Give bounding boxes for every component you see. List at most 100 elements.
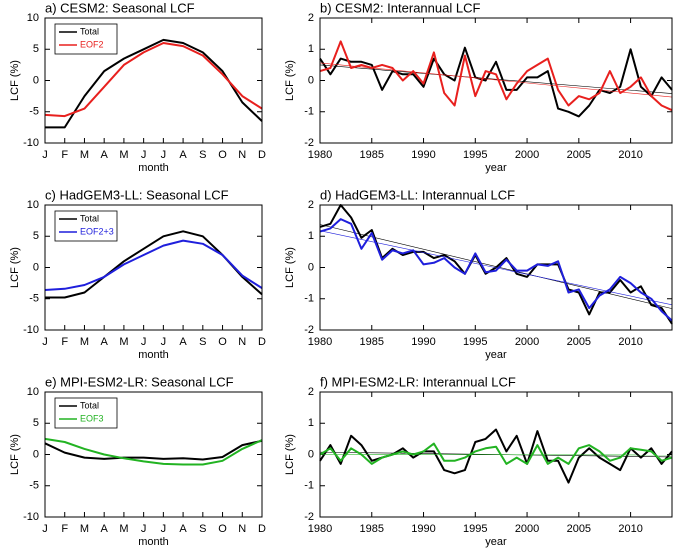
x-axis-label: year — [485, 536, 507, 548]
trend-line — [319, 230, 673, 306]
x-tick-label: 1980 — [308, 336, 332, 348]
x-tick-label: D — [258, 336, 266, 348]
x-tick-label: 2000 — [515, 336, 539, 348]
y-axis-label: LCF (%) — [284, 434, 296, 475]
x-tick-label: 1990 — [411, 523, 435, 535]
legend-box — [54, 210, 118, 242]
x-axis-label: year — [485, 162, 507, 174]
series-line — [319, 40, 673, 112]
x-tick-label: 2005 — [567, 149, 591, 161]
y-tick-label: 0 — [33, 448, 39, 460]
y-tick-label: -2 — [304, 324, 314, 336]
x-tick-label: D — [258, 149, 266, 161]
y-axis-label: LCF (%) — [9, 434, 21, 475]
x-tick-label: J — [141, 523, 147, 535]
y-tick-label: 2 — [308, 199, 314, 211]
plot-frame — [44, 204, 263, 331]
plot-frame — [44, 17, 263, 144]
x-tick-label: M — [119, 336, 128, 348]
y-axis-label: LCF (%) — [9, 60, 21, 101]
panel-title: e) MPI-ESM2-LR: Seasonal LCF — [45, 374, 234, 389]
x-tick-label: F — [61, 523, 68, 535]
y-tick-label: 5 — [33, 417, 39, 429]
x-tick-label: A — [179, 336, 187, 348]
x-tick-label: 2010 — [618, 336, 642, 348]
series-line — [44, 239, 263, 291]
x-tick-label: M — [119, 523, 128, 535]
series-line — [44, 439, 263, 461]
x-tick-label: O — [218, 523, 227, 535]
y-tick-label: 0 — [308, 448, 314, 460]
y-tick-label: 0 — [308, 261, 314, 273]
x-tick-label: A — [179, 149, 187, 161]
x-tick-label: J — [161, 336, 167, 348]
y-tick-label: -10 — [23, 324, 39, 336]
x-tick-label: F — [61, 149, 68, 161]
series-line — [44, 42, 263, 118]
y-tick-label: 2 — [308, 386, 314, 398]
y-tick-label: -2 — [304, 137, 314, 149]
y-axis-label: LCF (%) — [284, 60, 296, 101]
x-tick-label: J — [161, 523, 167, 535]
trend-line — [319, 64, 673, 94]
x-tick-label: 1995 — [463, 336, 487, 348]
x-tick-label: J — [42, 336, 48, 348]
plot-frame — [319, 17, 673, 144]
x-axis-label: month — [138, 162, 169, 174]
series-line — [44, 437, 263, 466]
y-tick-label: -5 — [29, 293, 39, 305]
x-tick-label: 1980 — [308, 149, 332, 161]
x-tick-label: 1990 — [411, 149, 435, 161]
y-tick-label: -1 — [304, 293, 314, 305]
x-tick-label: A — [101, 336, 109, 348]
x-tick-label: 2010 — [618, 523, 642, 535]
x-tick-label: J — [141, 149, 147, 161]
legend-label: Total — [80, 26, 99, 36]
x-tick-label: F — [61, 336, 68, 348]
x-axis-label: month — [138, 536, 169, 548]
legend-box — [54, 23, 118, 55]
y-tick-label: -5 — [29, 106, 39, 118]
series-line — [319, 442, 673, 465]
legend-label: EOF3 — [80, 413, 104, 423]
panel-title: c) HadGEM3-LL: Seasonal LCF — [45, 187, 229, 202]
x-tick-label: S — [199, 149, 206, 161]
x-tick-label: 1985 — [360, 149, 384, 161]
series-line — [319, 218, 673, 322]
y-tick-label: 5 — [33, 230, 39, 242]
x-tick-label: O — [218, 336, 227, 348]
y-tick-label: 0 — [33, 261, 39, 273]
x-tick-label: 2000 — [515, 149, 539, 161]
legend-label: EOF2 — [80, 39, 104, 49]
x-tick-label: A — [101, 149, 109, 161]
x-tick-label: A — [101, 523, 109, 535]
x-tick-label: 1985 — [360, 336, 384, 348]
plot-frame — [44, 391, 263, 518]
x-tick-label: N — [238, 149, 246, 161]
x-tick-label: S — [199, 336, 206, 348]
y-tick-label: -5 — [29, 480, 39, 492]
y-tick-label: 2 — [308, 12, 314, 24]
panel-title: a) CESM2: Seasonal LCF — [45, 0, 195, 15]
y-tick-label: 1 — [308, 417, 314, 429]
plot-frame — [319, 391, 673, 518]
y-tick-label: 10 — [27, 12, 39, 24]
x-tick-label: M — [119, 149, 128, 161]
legend-label: Total — [80, 213, 99, 223]
legend-label: EOF2+3 — [80, 226, 114, 236]
x-tick-label: 1990 — [411, 336, 435, 348]
x-tick-label: O — [218, 149, 227, 161]
y-tick-label: -1 — [304, 106, 314, 118]
plot-frame — [319, 204, 673, 331]
y-tick-label: 1 — [308, 230, 314, 242]
x-tick-label: D — [258, 523, 266, 535]
x-tick-label: A — [179, 523, 187, 535]
trend-line — [319, 62, 673, 98]
panel-title: f) MPI-ESM2-LR: Interannual LCF — [320, 374, 516, 389]
series-line — [319, 204, 673, 325]
x-tick-label: J — [42, 149, 48, 161]
series-line — [319, 46, 673, 118]
x-tick-label: 1995 — [463, 149, 487, 161]
x-axis-label: year — [485, 349, 507, 361]
